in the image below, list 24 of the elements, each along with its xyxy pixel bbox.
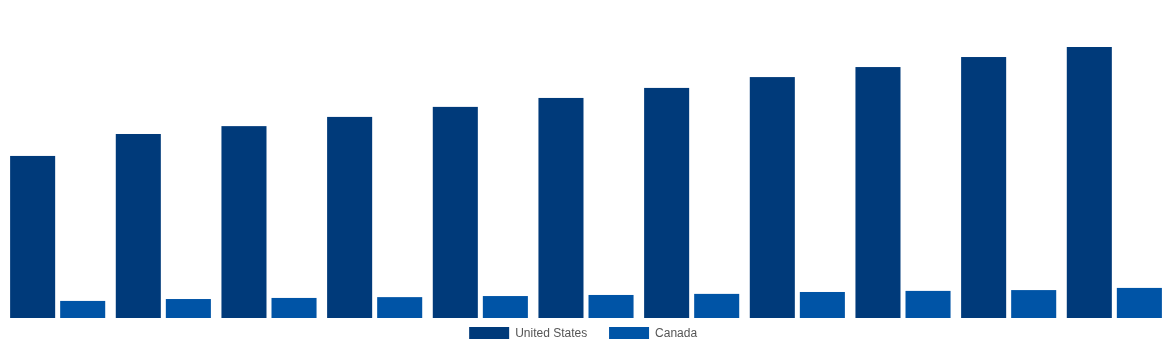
bar — [482, 296, 528, 318]
bar — [60, 300, 106, 318]
legend-label: United States — [515, 326, 588, 340]
bar — [538, 97, 584, 318]
bar — [1011, 290, 1057, 318]
bar — [165, 299, 211, 318]
bar — [799, 291, 845, 318]
bar — [1066, 47, 1112, 318]
bar — [588, 294, 634, 318]
bar — [10, 155, 56, 318]
bar — [749, 77, 795, 318]
bar — [1116, 287, 1162, 318]
legend-label: Canada — [655, 326, 698, 340]
bar — [694, 293, 740, 318]
bar — [855, 67, 901, 318]
bar — [221, 126, 267, 318]
bar — [377, 297, 423, 318]
bar — [644, 87, 690, 318]
bar — [961, 57, 1007, 318]
bar — [271, 297, 317, 318]
bar — [905, 290, 951, 318]
bar — [115, 133, 161, 318]
bar — [432, 106, 478, 318]
bar — [327, 116, 373, 318]
